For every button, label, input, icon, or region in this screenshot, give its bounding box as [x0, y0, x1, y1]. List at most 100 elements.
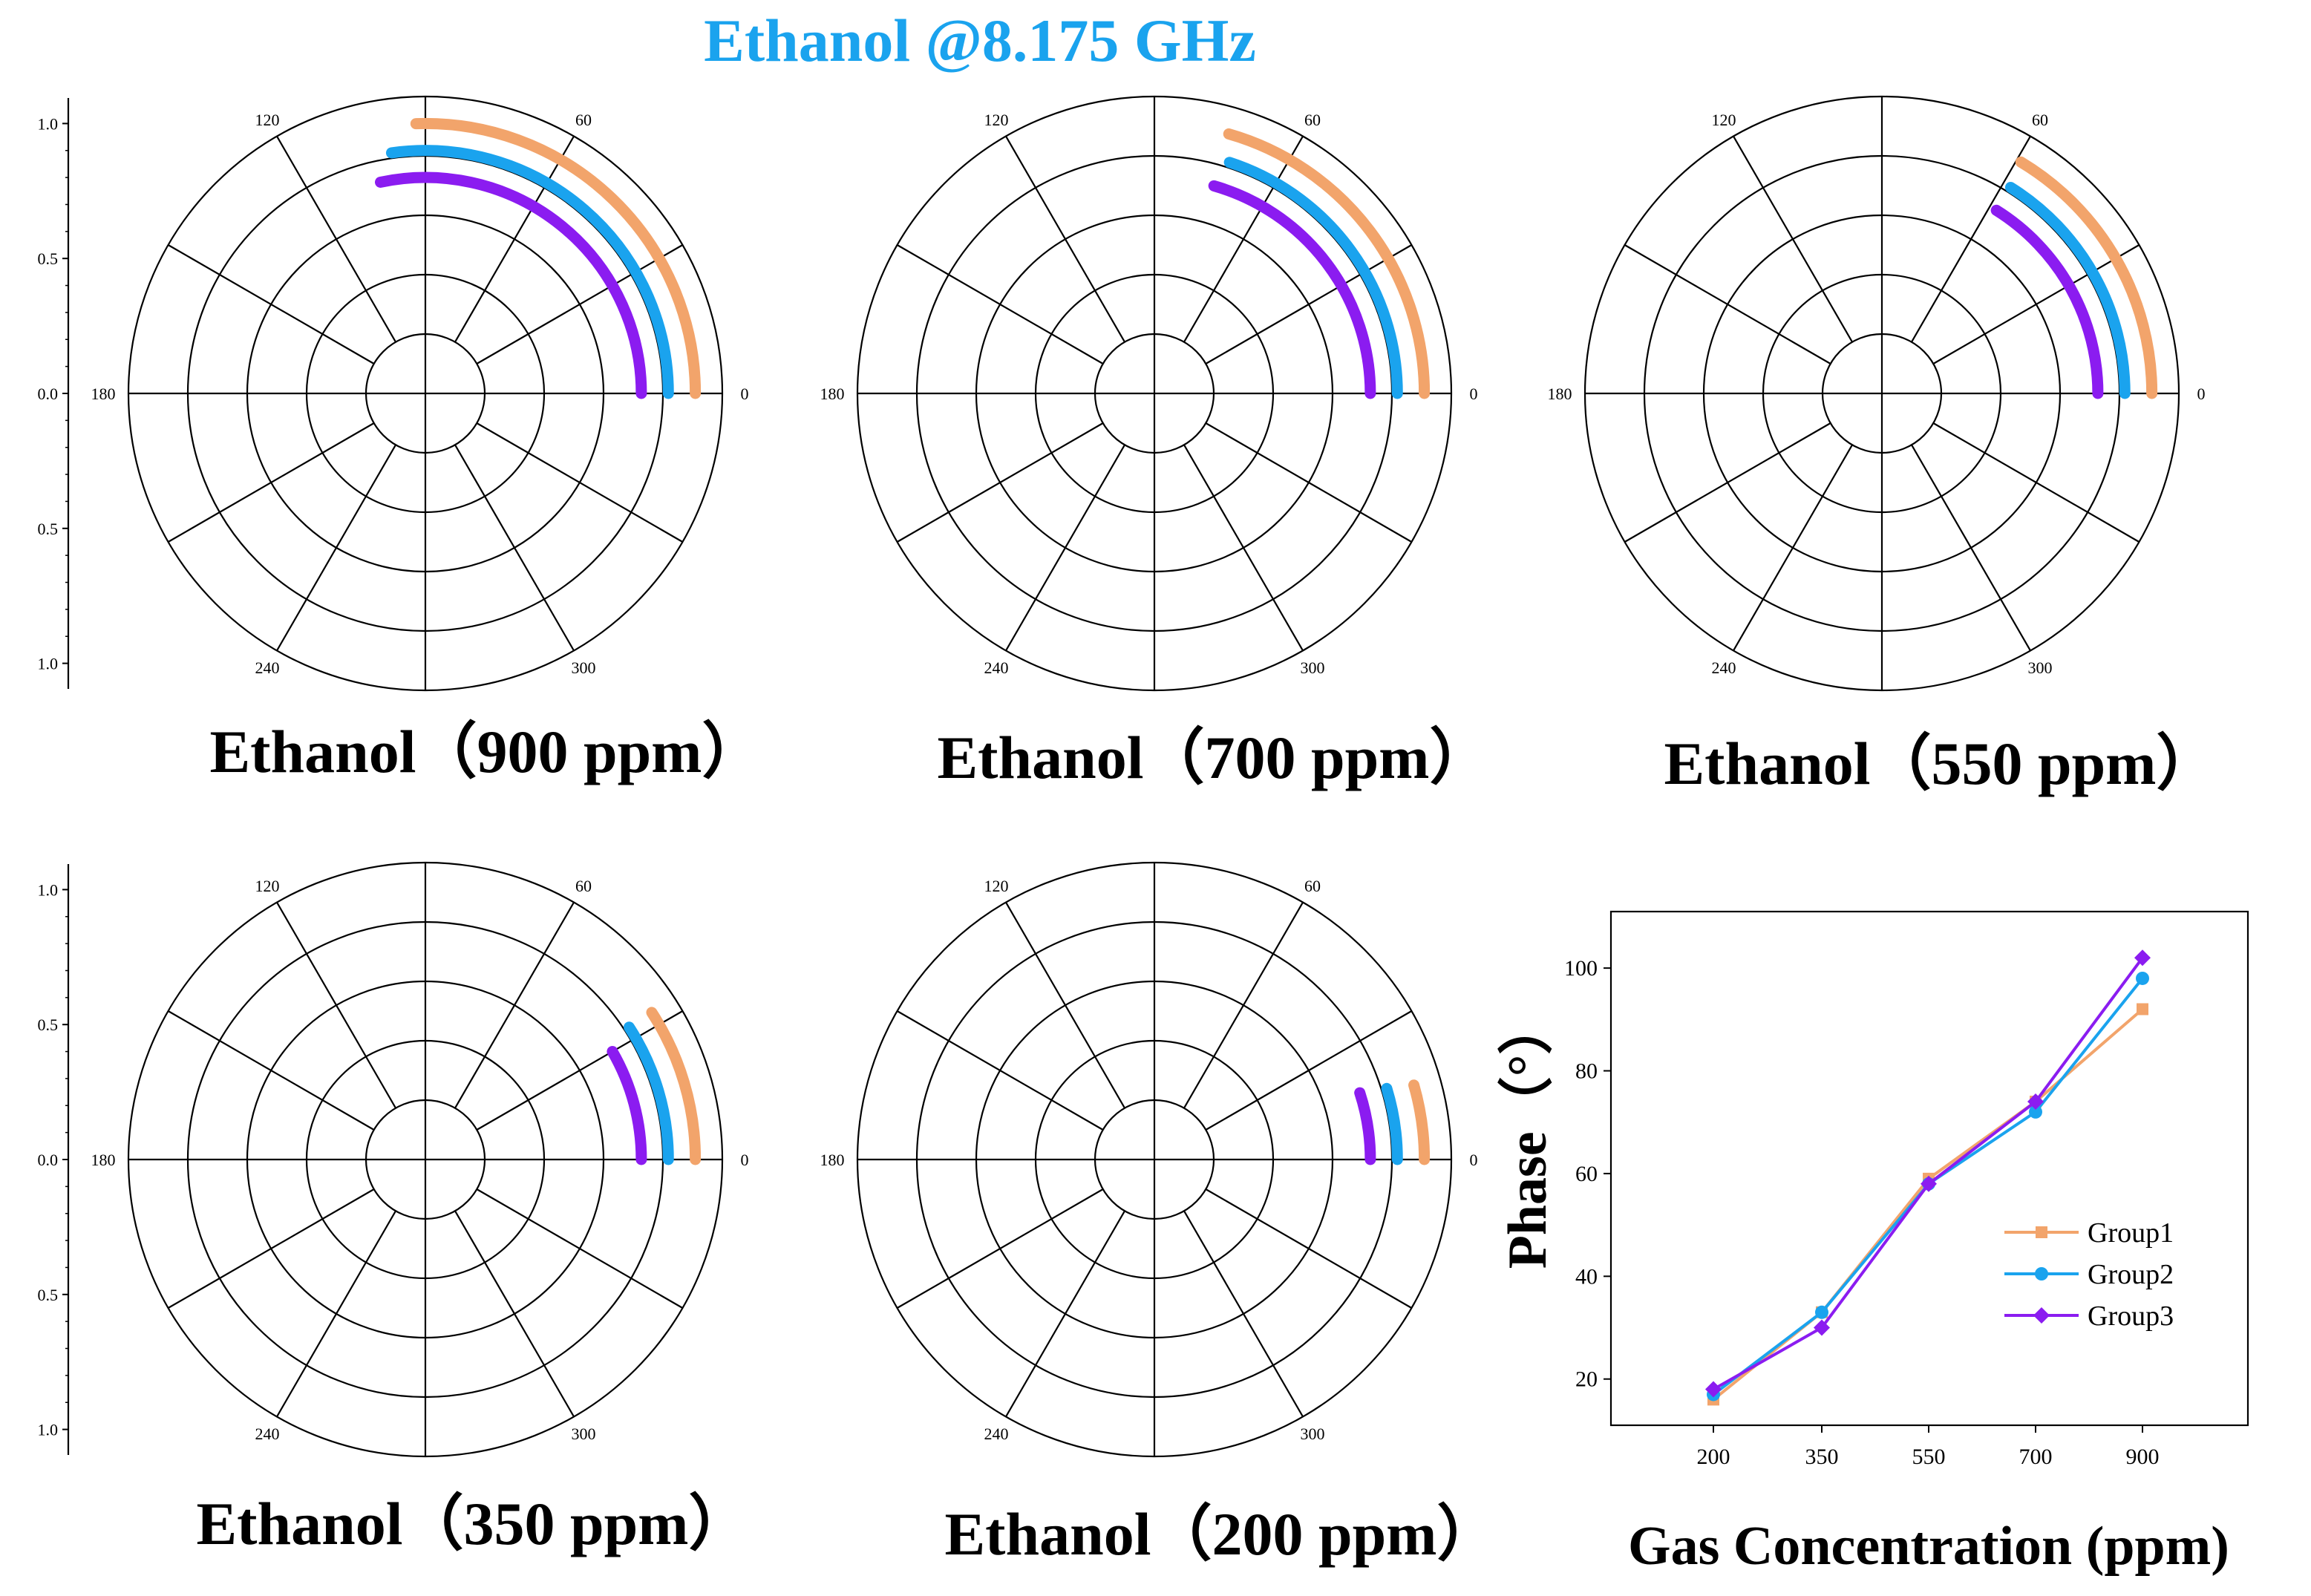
y-tick-label: 40	[1575, 1264, 1598, 1289]
angle-tick-label: 180	[820, 1151, 845, 1169]
grid-spoke	[1183, 444, 1304, 651]
radial-tick-label: 0.0	[38, 1151, 59, 1169]
grid-spoke	[1183, 136, 1304, 343]
grid-spoke	[476, 1188, 683, 1309]
angle-tick-label: 180	[91, 385, 116, 403]
data-arc-group2	[1223, 157, 1403, 399]
plot-frame	[1609, 910, 2249, 1427]
y-tick-label: 20	[1575, 1367, 1598, 1392]
legend-label-group1: Group1	[2088, 1217, 2174, 1249]
angle-tick-label: 120	[984, 877, 1009, 895]
grid-spoke	[1624, 244, 1831, 364]
x-tick-label: 900	[2126, 1445, 2160, 1469]
grid-spoke	[276, 136, 396, 343]
grid-spoke	[168, 1188, 375, 1309]
angle-tick-label: 0	[1470, 385, 1478, 403]
polar-title-700ppm: Ethanol（700 ppm）	[937, 724, 1490, 791]
angle-tick-label: 60	[575, 877, 592, 895]
grid-spoke	[1005, 136, 1125, 343]
grid-spoke	[1911, 444, 2031, 651]
data-point-group1	[2137, 1003, 2148, 1016]
series-line-group1	[1712, 1007, 2144, 1401]
angle-tick-label: 240	[255, 658, 280, 677]
x-tick-label: 700	[2019, 1445, 2053, 1469]
x-tick-label: 200	[1697, 1445, 1730, 1469]
data-arc-group1	[1223, 128, 1431, 399]
data-point-group2	[1815, 1305, 1828, 1319]
angle-tick-label: 0	[1470, 1151, 1478, 1169]
y-tick-label: 80	[1575, 1059, 1598, 1084]
data-arc-group3	[1208, 180, 1376, 399]
radial-tick-label: 0.5	[38, 1016, 59, 1034]
data-arc-group3	[1354, 1087, 1376, 1165]
data-arc-group2	[1381, 1082, 1403, 1165]
grid-spoke	[1932, 422, 2140, 543]
angle-tick-label: 60	[2032, 111, 2048, 129]
grid-spoke	[1005, 1210, 1125, 1417]
y-tick-label: 100	[1564, 956, 1598, 981]
data-point-group2	[2029, 1105, 2042, 1119]
grid-spoke	[1205, 1010, 1412, 1131]
polar-plot-200ppm: 0 60 120 180 240 300	[820, 861, 1478, 1458]
x-axis-label: Gas Concentration (ppm)	[1628, 1516, 2229, 1577]
legend-marker-group1	[2036, 1226, 2047, 1238]
grid-spoke	[897, 422, 1104, 543]
angle-tick-label: 300	[1301, 658, 1325, 677]
grid-spoke	[1005, 444, 1125, 651]
polar-title-550ppm: Ethanol（550 ppm）	[1664, 730, 2217, 797]
angle-tick-label: 120	[255, 877, 280, 895]
data-arc-group3	[1990, 204, 2104, 399]
angle-tick-label: 0	[741, 385, 749, 403]
data-point-group3	[2134, 949, 2151, 967]
data-arc-group1	[1408, 1079, 1431, 1165]
angle-tick-label: 180	[820, 385, 845, 403]
polar-title-350ppm: Ethanol（350 ppm）	[196, 1490, 749, 1557]
y-axis-label: Phase（°）	[1497, 1000, 1558, 1269]
angle-tick-label: 180	[1548, 385, 1572, 403]
data-point-group3	[1705, 1381, 1722, 1398]
grid-spoke	[454, 444, 575, 651]
grid-spoke	[454, 136, 575, 343]
radial-tick-label: 0.5	[38, 1286, 59, 1304]
angle-tick-label: 120	[984, 111, 1009, 129]
grid-spoke	[1205, 1188, 1412, 1309]
legend-marker-group2	[2035, 1267, 2048, 1281]
angle-tick-label: 240	[984, 1425, 1009, 1443]
grid-spoke	[1911, 136, 2031, 343]
angle-tick-label: 240	[1712, 658, 1736, 677]
grid-spoke	[454, 902, 575, 1109]
angle-tick-label: 0	[741, 1151, 749, 1169]
angle-tick-label: 120	[255, 111, 280, 129]
radial-tick-label: 1.0	[38, 1421, 59, 1439]
grid-spoke	[1183, 902, 1304, 1109]
radial-tick-label: 0.5	[38, 520, 59, 538]
radial-tick-label: 0.5	[38, 249, 59, 268]
grid-spoke	[1205, 244, 1412, 364]
grid-spoke	[276, 902, 396, 1109]
radial-tick-label: 1.0	[38, 880, 59, 899]
grid-spoke	[897, 1010, 1104, 1131]
grid-spoke	[1005, 902, 1125, 1109]
grid-spoke	[476, 244, 683, 364]
angle-tick-label: 240	[255, 1425, 280, 1443]
figure-title: Ethanol @8.175 GHz	[704, 7, 1256, 74]
data-point-group3	[1814, 1319, 1830, 1336]
legend-label-group2: Group2	[2088, 1259, 2174, 1290]
grid-spoke	[168, 1010, 375, 1131]
grid-spoke	[1733, 136, 1853, 343]
data-arc-group2	[623, 1021, 674, 1165]
data-arc-group1	[410, 117, 702, 399]
grid-spoke	[168, 244, 375, 364]
angle-tick-label: 0	[2197, 385, 2206, 403]
data-arc-group3	[375, 171, 647, 399]
angle-tick-label: 300	[572, 658, 596, 677]
y-tick-label: 60	[1575, 1162, 1598, 1186]
angle-tick-label: 300	[1301, 1425, 1325, 1443]
grid-spoke	[897, 1188, 1104, 1309]
radial-tick-label: 0.0	[38, 385, 59, 403]
radial-tick-label: 1.0	[38, 655, 59, 673]
data-point-group2	[2136, 971, 2149, 985]
polar-title-900ppm: Ethanol（900 ppm）	[209, 718, 762, 785]
grid-spoke	[276, 444, 396, 651]
data-arc-group2	[385, 145, 674, 399]
